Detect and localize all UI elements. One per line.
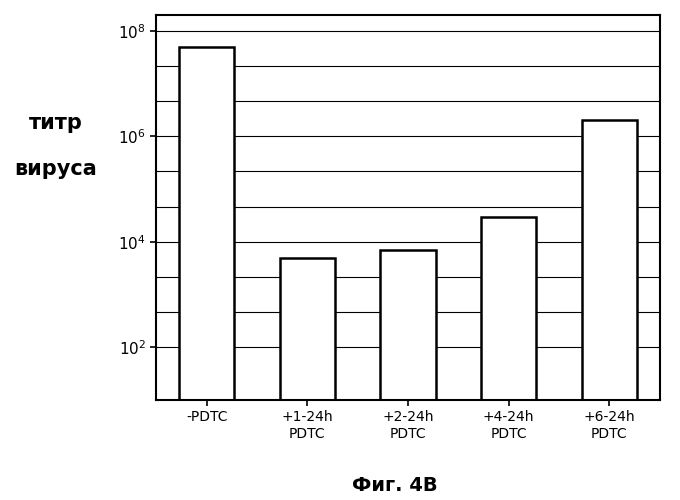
Text: Фиг. 4В: Фиг. 4В (352, 476, 437, 495)
Bar (279, 258, 335, 500)
Text: вируса: вируса (14, 159, 97, 179)
Bar (380, 250, 436, 500)
Text: титр: титр (29, 113, 83, 133)
Bar (581, 120, 637, 500)
Bar (179, 46, 235, 500)
Bar (481, 216, 537, 500)
